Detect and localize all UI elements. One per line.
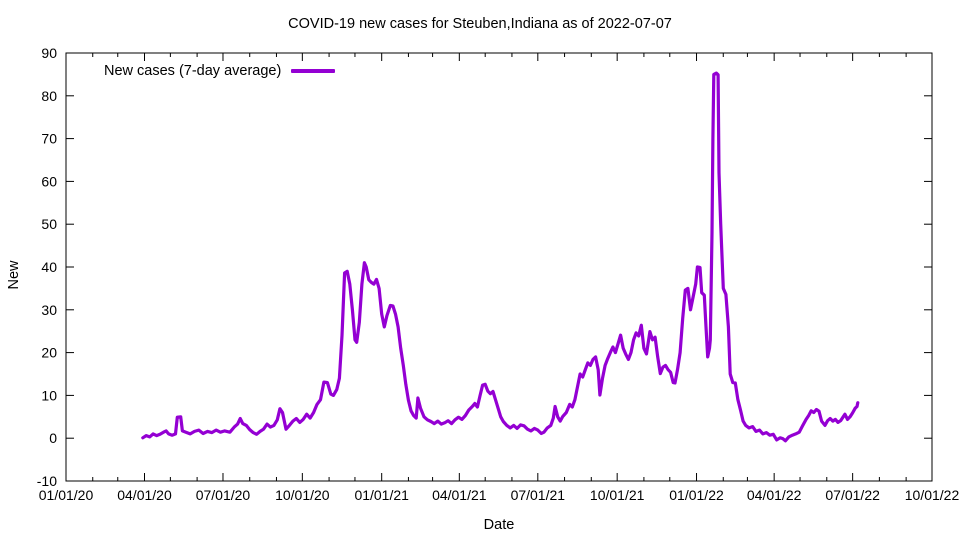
y-tick-label: 20 [41, 345, 57, 361]
y-tick-label: -10 [37, 473, 57, 489]
y-tick-label: 90 [41, 45, 57, 61]
x-axis-title: Date [483, 517, 515, 533]
x-tick-label: 01/01/20 [39, 487, 94, 503]
y-tick-label: 40 [41, 259, 57, 275]
x-tick-label: 07/01/21 [511, 487, 566, 503]
plot-frame [65, 52, 933, 482]
y-tick-label: 10 [41, 387, 57, 403]
legend-line-swatch [291, 69, 336, 73]
x-tick-label: 01/01/21 [354, 487, 409, 503]
legend-label: New cases (7-day average) [104, 63, 282, 79]
x-tick-label: 01/01/22 [669, 487, 724, 503]
x-tick-label: 04/01/21 [432, 487, 487, 503]
y-tick-label: 50 [41, 216, 57, 232]
data-line [141, 71, 860, 443]
x-tick-label: 10/01/20 [275, 487, 330, 503]
x-tick-label: 10/01/22 [905, 487, 960, 503]
x-tick-label: 04/01/20 [117, 487, 172, 503]
y-tick-label: 30 [41, 302, 57, 318]
y-tick-label: 0 [49, 430, 57, 446]
y-axis-title: New [6, 260, 22, 290]
x-tick-label: 07/01/22 [825, 487, 880, 503]
y-tick-label: 80 [41, 88, 57, 104]
y-tick-label: 60 [41, 173, 57, 189]
chart-title: COVID-19 new cases for Steuben,Indiana a… [288, 16, 672, 32]
y-tick-label: 70 [41, 131, 57, 147]
x-tick-label: 04/01/22 [747, 487, 802, 503]
x-tick-label: 10/01/21 [590, 487, 645, 503]
legend: New cases (7-day average) [104, 63, 336, 79]
x-tick-label: 07/01/20 [196, 487, 251, 503]
